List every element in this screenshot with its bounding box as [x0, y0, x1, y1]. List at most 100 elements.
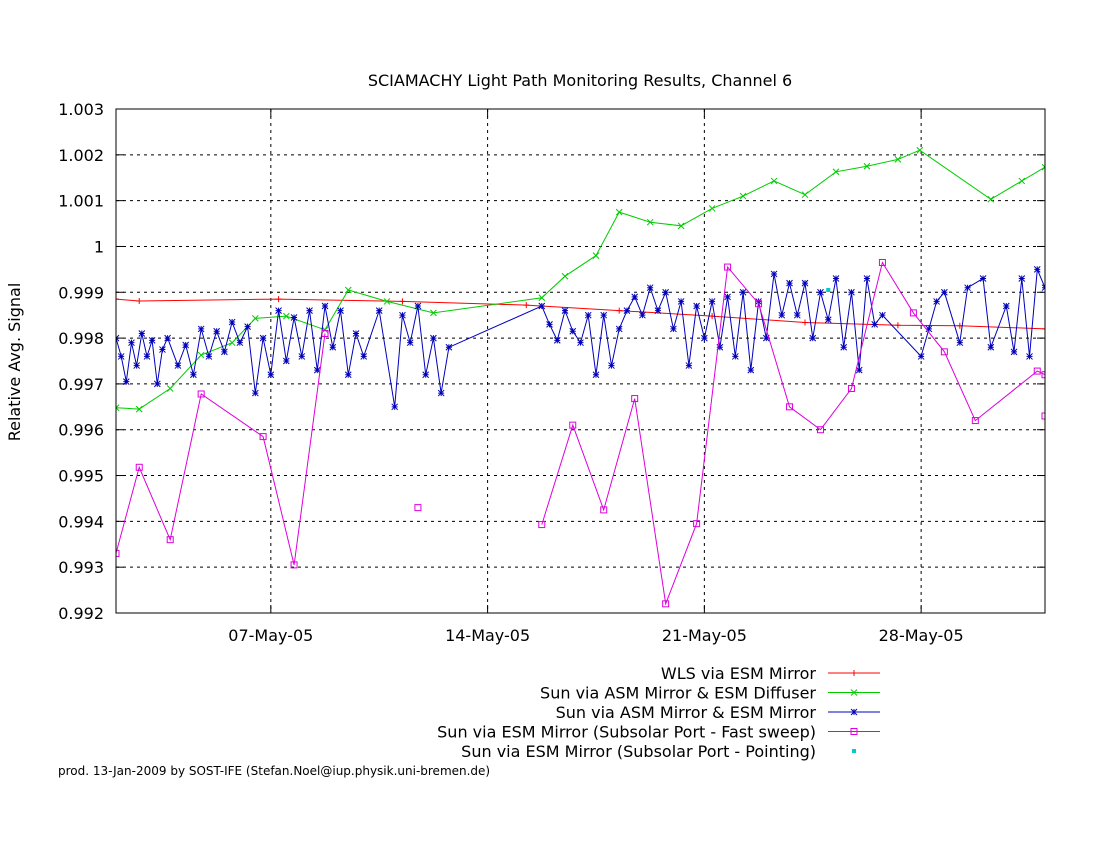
data-point: [148, 337, 156, 344]
data-point: [569, 327, 577, 335]
legend: WLS via ESM Mirror Sun via ASM Mirror & E…: [437, 664, 880, 761]
data-point: [116, 404, 120, 412]
data-point: [852, 749, 856, 753]
data-point: [116, 296, 119, 303]
data-point: [399, 298, 406, 305]
data-point: [832, 168, 840, 176]
y-tick-label: 0.998: [58, 329, 104, 348]
data-point: [855, 366, 863, 374]
series-line: [116, 269, 1045, 407]
data-point: [538, 521, 546, 529]
data-point: [909, 309, 917, 317]
data-point: [153, 380, 161, 388]
data-point: [693, 520, 701, 528]
data-point: [724, 263, 732, 271]
data-point: [275, 296, 282, 303]
data-point: [762, 334, 770, 342]
data-point: [228, 318, 236, 326]
data-point: [360, 353, 368, 360]
data-point: [553, 337, 561, 344]
data-point: [399, 311, 406, 319]
legend-label: Sun via ESM Mirror (Subsolar Port - Fast…: [437, 723, 816, 742]
y-ticks: 0.992 0.993 0.994 0.995 0.996 0.997 0.998 0.999…: [58, 100, 1045, 623]
data-point: [850, 728, 858, 735]
data-point: [546, 320, 553, 328]
data-point: [616, 307, 623, 314]
data-point: [755, 300, 763, 308]
data-point: [615, 325, 623, 333]
data-point: [143, 353, 151, 360]
legend-label: WLS via ESM Mirror: [661, 664, 817, 683]
data-point: [826, 287, 831, 292]
data-point: [166, 385, 174, 392]
data-point: [1026, 353, 1033, 360]
data-point: [1018, 275, 1026, 282]
data-point: [321, 330, 329, 338]
data-point: [116, 549, 120, 557]
data-point: [422, 371, 430, 379]
data-point: [631, 395, 639, 403]
data-point: [801, 279, 809, 287]
data-point: [205, 353, 213, 360]
data-point: [275, 307, 282, 314]
data-point: [631, 293, 639, 301]
data-point: [306, 307, 313, 314]
series-4: [116, 258, 1045, 608]
data-point: [809, 334, 817, 342]
data-point: [878, 258, 886, 266]
x-tick-label: 07-May-05: [228, 626, 313, 645]
data-point: [290, 314, 298, 321]
data-point: [1041, 371, 1045, 379]
data-point: [1042, 325, 1045, 332]
data-point: [716, 343, 724, 351]
data-point: [654, 307, 662, 314]
data-point: [956, 339, 964, 347]
data-point: [391, 403, 399, 411]
data-point: [329, 343, 337, 351]
data-point: [987, 343, 995, 351]
data-point: [646, 218, 654, 226]
data-point: [802, 319, 809, 326]
data-point: [824, 316, 832, 324]
data-point: [538, 302, 546, 310]
data-point: [344, 286, 352, 294]
data-point: [138, 330, 146, 337]
data-point: [352, 330, 360, 337]
data-point: [430, 309, 437, 317]
data-point: [538, 294, 546, 302]
data-point: [313, 366, 321, 374]
legend-label: Sun via ASM Mirror & ESM Mirror: [556, 703, 817, 722]
data-point: [213, 327, 220, 335]
data-point: [136, 297, 143, 304]
series-1: [116, 296, 1045, 332]
data-point: [786, 403, 794, 411]
series-line: [541, 261, 1045, 606]
data-point: [437, 389, 445, 397]
data-point: [244, 323, 251, 330]
data-point: [221, 348, 228, 356]
data-point: [863, 162, 871, 170]
data-point: [159, 346, 166, 353]
data-point: [290, 561, 298, 569]
data-point: [940, 348, 948, 356]
data-point: [236, 339, 244, 347]
data-point: [850, 689, 858, 696]
data-point: [122, 378, 130, 385]
data-point: [739, 192, 747, 200]
data-point: [971, 417, 979, 425]
data-point: [251, 389, 259, 397]
data-point: [817, 288, 824, 296]
data-point: [117, 353, 125, 360]
data-point: [1010, 348, 1018, 356]
data-point: [608, 362, 615, 369]
data-point: [375, 307, 383, 314]
data-point: [1033, 367, 1041, 375]
series-2: [116, 146, 1045, 413]
data-point: [646, 284, 654, 292]
data-point: [770, 177, 778, 185]
x-tick-label: 21-May-05: [662, 626, 747, 645]
data-point: [801, 191, 809, 199]
data-point: [863, 275, 871, 282]
data-point: [879, 311, 886, 319]
y-tick-label: 0.999: [58, 283, 104, 302]
